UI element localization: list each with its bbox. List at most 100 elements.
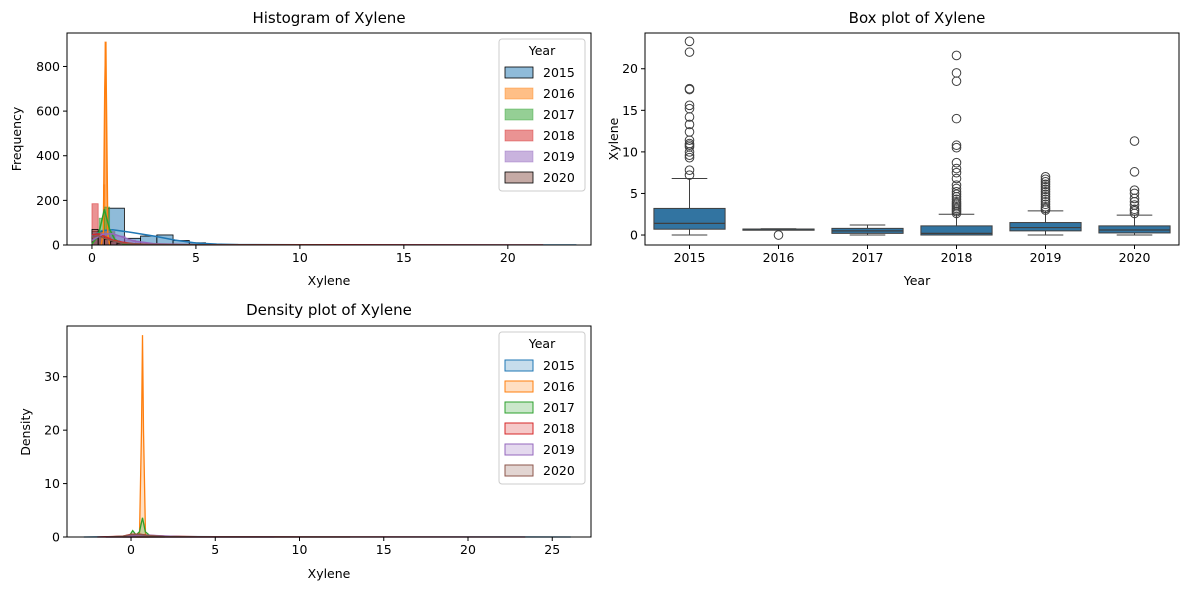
outlier-point-2015 [684, 103, 695, 114]
outlier-point-2018 [951, 180, 962, 190]
legend-label-2016: 2016 [543, 86, 575, 101]
outlier-point-2015 [684, 138, 695, 149]
x-tick-label: 15 [396, 250, 412, 265]
outlier-point-2018 [951, 76, 962, 87]
legend-swatch-2018 [504, 129, 534, 142]
y-tick-label: 20 [44, 423, 60, 438]
x-tick-label: 5 [192, 250, 200, 265]
outlier-point-2015 [684, 165, 695, 175]
x-tick-label: 2018 [941, 250, 973, 265]
boxplot-plot-area: 2015 2016 2017 2018 2019 2020 0 5 10 15 20 [622, 32, 1180, 265]
y-tick-label: 800 [36, 59, 60, 74]
box-2019 [1009, 222, 1082, 232]
outlier-point-2020 [1129, 204, 1140, 215]
boxplot-panel: Box plot of Xylene 2015 2016 2017 2018 2019 2… [606, 9, 1180, 288]
x-tick-label: 0 [127, 542, 135, 557]
outlier-point-2019 [1040, 182, 1051, 192]
outlier-point-2018 [951, 173, 962, 184]
legend-label-2018: 2018 [543, 421, 575, 436]
outlier-point-2018 [951, 113, 962, 124]
outlier-point-2018 [951, 189, 962, 200]
outlier-point-2018 [951, 196, 962, 207]
outlier-point-2019 [1040, 196, 1051, 207]
outlier-point-2018 [951, 167, 962, 178]
y-tick-label: 600 [36, 104, 60, 119]
outlier-point-2015 [684, 36, 695, 47]
outlier-point-2020 [1129, 167, 1140, 177]
legend-title: Year [528, 336, 556, 351]
y-tick-label: 0 [52, 530, 60, 545]
outlier-point-2018 [951, 140, 962, 151]
histogram-title: Histogram of Xylene [252, 9, 405, 27]
outlier-point-2018 [951, 142, 962, 153]
boxplot-ylabel: Xylene [606, 117, 621, 160]
y-tick-label: 10 [44, 476, 60, 491]
outlier-point-2015 [684, 119, 695, 130]
axes-frame [66, 32, 592, 246]
density-legend: Year 2015 2016 2017 2018 2019 2020 [498, 331, 586, 485]
legend-label-2017: 2017 [543, 400, 575, 415]
boxplot-xlabel: Year [903, 273, 931, 288]
legend-title: Year [528, 43, 556, 58]
y-tick-label: 0 [630, 228, 638, 243]
y-tick-label: 30 [44, 369, 60, 384]
density-panel: Density plot of Xylene 0 5 10 15 20 25 0 10 20 30… [18, 301, 592, 581]
x-tick-label: 2019 [1030, 250, 1062, 265]
box-2015 [653, 207, 726, 230]
outlier-point-2019 [1040, 184, 1051, 195]
x-tick-label: 0 [88, 250, 96, 265]
histogram-panel: Histogram of Xylene 0 5 10 15 20020040060080… [9, 9, 592, 288]
legend-swatch-2020 [504, 171, 534, 184]
legend-swatch-2016 [504, 87, 534, 100]
density-ylabel: Density [18, 408, 33, 456]
outlier-point-2015 [684, 47, 695, 57]
legend-swatch-2020 [504, 464, 534, 477]
outlier-point-2020 [1129, 188, 1140, 199]
legend-label-2019: 2019 [543, 442, 575, 457]
legend-label-2020: 2020 [543, 170, 575, 185]
legend-label-2015: 2015 [543, 358, 575, 373]
legend-label-2016: 2016 [543, 379, 575, 394]
legend-label-2020: 2020 [543, 463, 575, 478]
x-tick-label: 2015 [674, 250, 706, 265]
y-tick-label: 15 [622, 103, 638, 118]
outlier-point-2018 [951, 157, 962, 168]
outlier-point-2015 [684, 83, 695, 94]
histogram-marks [91, 41, 577, 245]
outlier-point-2019 [1040, 179, 1051, 190]
y-tick-label: 5 [630, 186, 638, 201]
outlier-point-2019 [1040, 174, 1051, 185]
x-tick-label: 20 [500, 250, 516, 265]
box-2018 [920, 225, 993, 236]
legend-swatch-2018 [504, 422, 534, 435]
density-plot-area: 0 5 10 15 20 25 0 10 20 30 [44, 325, 592, 557]
legend-label-2018: 2018 [543, 128, 575, 143]
outlier-point-2019 [1040, 186, 1051, 197]
axes-frame [644, 32, 1180, 246]
legend-swatch-2015 [504, 66, 534, 79]
outlier-point-2019 [1040, 177, 1051, 187]
y-tick-label: 200 [36, 193, 60, 208]
box-2020 [1098, 225, 1171, 234]
y-tick-label: 400 [36, 148, 60, 163]
outlier-point-2015 [684, 100, 695, 111]
legend-swatch-2019 [504, 443, 534, 456]
outlier-point-2019 [1040, 199, 1051, 210]
legend-swatch-2016 [504, 380, 534, 393]
outlier-point-2019 [1040, 194, 1051, 205]
x-tick-label: 10 [292, 542, 308, 557]
outlier-point-2018 [951, 50, 962, 61]
axes-frame [66, 325, 592, 538]
x-tick-label: 2020 [1119, 250, 1151, 265]
histogram-xlabel: Xylene [308, 273, 351, 288]
legend-label-2019: 2019 [543, 149, 575, 164]
outlier-point-2020 [1129, 200, 1140, 210]
histogram-ylabel: Frequency [9, 106, 24, 171]
y-tick-label: 20 [622, 61, 638, 76]
outlier-point-2019 [1040, 189, 1051, 200]
outlier-point-2016 [773, 230, 784, 240]
x-tick-label: 5 [211, 542, 219, 557]
legend-swatch-2015 [504, 359, 534, 372]
